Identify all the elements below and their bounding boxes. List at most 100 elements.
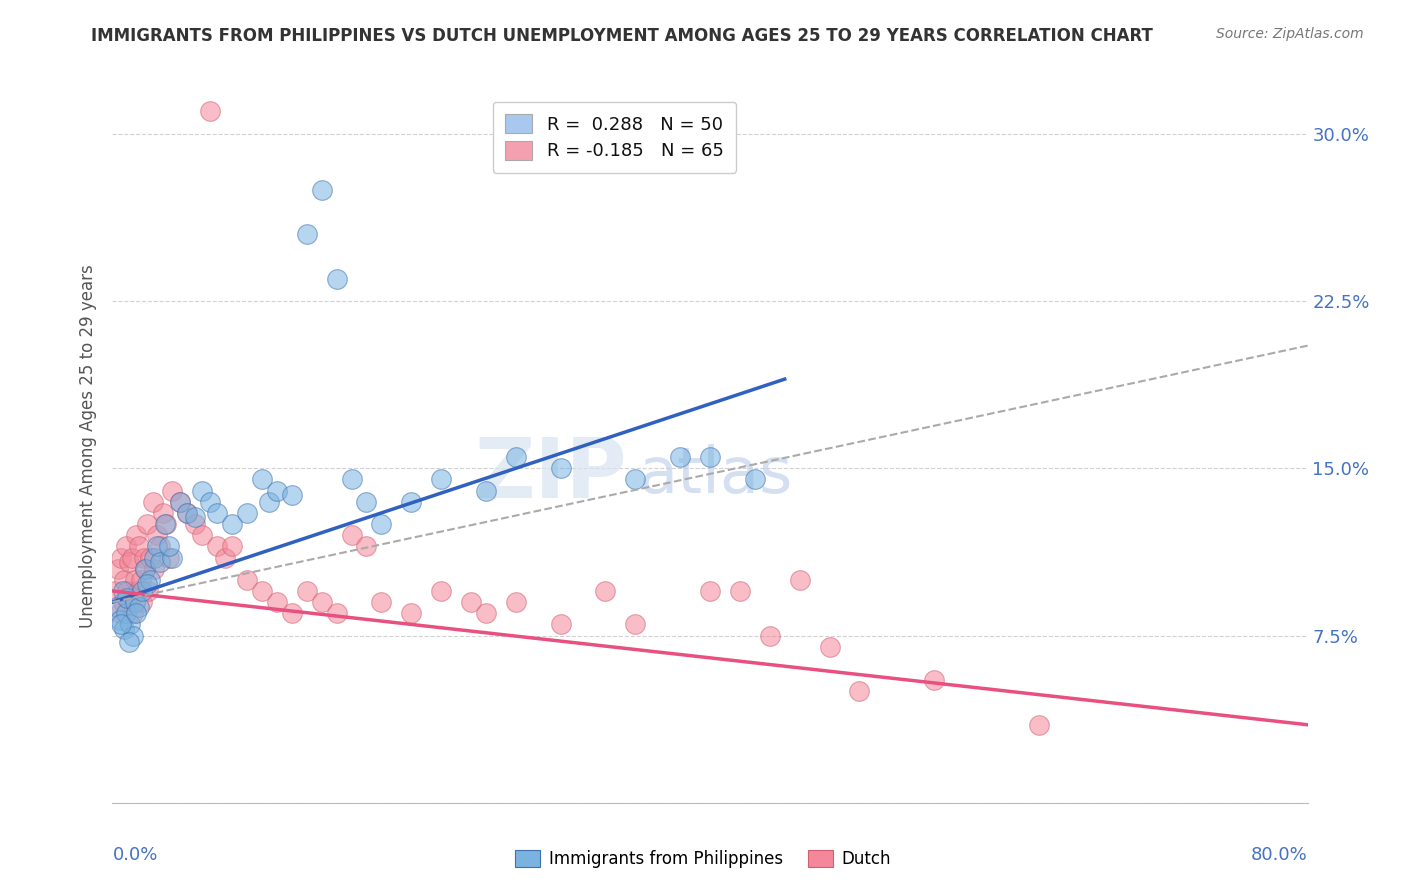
Point bbox=[475, 607, 498, 621]
Point bbox=[183, 510, 205, 524]
Y-axis label: Unemployment Among Ages 25 to 29 years: Unemployment Among Ages 25 to 29 years bbox=[79, 264, 97, 628]
Point bbox=[134, 562, 156, 576]
Point bbox=[134, 562, 156, 576]
Point bbox=[624, 472, 647, 486]
Point bbox=[744, 472, 766, 486]
Point bbox=[142, 494, 165, 508]
Point bbox=[124, 595, 146, 609]
Point bbox=[176, 506, 198, 520]
Legend: R =  0.288   N = 50, R = -0.185   N = 65: R = 0.288 N = 50, R = -0.185 N = 65 bbox=[492, 102, 737, 173]
Point bbox=[108, 607, 131, 621]
Point bbox=[176, 506, 198, 520]
Point bbox=[169, 494, 191, 508]
Point bbox=[105, 599, 128, 614]
Point bbox=[191, 483, 214, 498]
Text: IMMIGRANTS FROM PHILIPPINES VS DUTCH UNEMPLOYMENT AMONG AGES 25 TO 29 YEARS CORR: IMMIGRANTS FROM PHILIPPINES VS DUTCH UNE… bbox=[91, 27, 1153, 45]
Point bbox=[169, 494, 191, 508]
Point bbox=[295, 227, 318, 241]
Point bbox=[138, 583, 160, 598]
Point bbox=[117, 591, 139, 605]
Point bbox=[430, 472, 453, 486]
Point bbox=[699, 450, 721, 464]
Point bbox=[281, 607, 304, 621]
Point bbox=[125, 607, 148, 621]
Point bbox=[236, 573, 259, 587]
Point bbox=[120, 617, 142, 632]
Text: ZIP: ZIP bbox=[474, 434, 627, 515]
Point bbox=[401, 494, 423, 508]
Point bbox=[104, 583, 127, 598]
Point bbox=[370, 595, 392, 609]
Point bbox=[149, 555, 172, 569]
Point bbox=[128, 599, 150, 614]
Legend: Immigrants from Philippines, Dutch: Immigrants from Philippines, Dutch bbox=[509, 843, 897, 875]
Point bbox=[111, 595, 134, 609]
Point bbox=[131, 583, 153, 598]
Point bbox=[789, 573, 811, 587]
Point bbox=[135, 516, 157, 531]
Point bbox=[922, 673, 945, 687]
Point bbox=[129, 573, 152, 587]
Point bbox=[401, 607, 423, 621]
Point bbox=[114, 573, 135, 587]
Point bbox=[121, 550, 143, 565]
Point bbox=[135, 577, 157, 591]
Point bbox=[128, 539, 150, 553]
Point bbox=[221, 516, 243, 531]
Point bbox=[122, 628, 145, 642]
Text: 80.0%: 80.0% bbox=[1251, 846, 1308, 863]
Point bbox=[198, 494, 221, 508]
Point bbox=[460, 595, 482, 609]
Point bbox=[125, 528, 148, 542]
Point bbox=[295, 583, 318, 598]
Point bbox=[505, 450, 527, 464]
Point bbox=[152, 506, 174, 520]
Point bbox=[205, 506, 228, 520]
Point bbox=[110, 617, 132, 632]
Point bbox=[266, 595, 288, 609]
Point bbox=[157, 550, 180, 565]
Point bbox=[127, 583, 149, 598]
Point bbox=[118, 555, 141, 569]
Text: Source: ZipAtlas.com: Source: ZipAtlas.com bbox=[1216, 27, 1364, 41]
Point bbox=[221, 539, 243, 553]
Point bbox=[146, 528, 169, 542]
Point bbox=[595, 583, 617, 598]
Point bbox=[311, 595, 333, 609]
Point bbox=[340, 528, 363, 542]
Point bbox=[266, 483, 288, 498]
Point bbox=[356, 539, 378, 553]
Point bbox=[198, 104, 221, 119]
Point bbox=[114, 622, 135, 636]
Point bbox=[139, 573, 162, 587]
Point bbox=[153, 516, 176, 531]
Point bbox=[132, 550, 155, 565]
Point bbox=[107, 562, 129, 576]
Point bbox=[848, 684, 870, 698]
Point bbox=[122, 607, 145, 621]
Point bbox=[311, 182, 333, 196]
Point bbox=[139, 550, 162, 565]
Point bbox=[205, 539, 228, 553]
Point bbox=[250, 583, 273, 598]
Point bbox=[115, 607, 138, 621]
Point bbox=[356, 494, 378, 508]
Text: 0.0%: 0.0% bbox=[112, 846, 157, 863]
Point bbox=[162, 483, 183, 498]
Point bbox=[699, 583, 721, 598]
Point bbox=[143, 550, 166, 565]
Point bbox=[1028, 717, 1050, 731]
Point bbox=[340, 472, 363, 486]
Point bbox=[669, 450, 692, 464]
Point bbox=[505, 595, 527, 609]
Point bbox=[110, 550, 132, 565]
Point bbox=[115, 539, 138, 553]
Point bbox=[624, 617, 647, 632]
Point bbox=[325, 271, 347, 285]
Point bbox=[146, 539, 169, 553]
Point bbox=[236, 506, 259, 520]
Point bbox=[149, 539, 172, 553]
Point bbox=[162, 550, 183, 565]
Point bbox=[155, 516, 177, 531]
Point bbox=[143, 562, 166, 576]
